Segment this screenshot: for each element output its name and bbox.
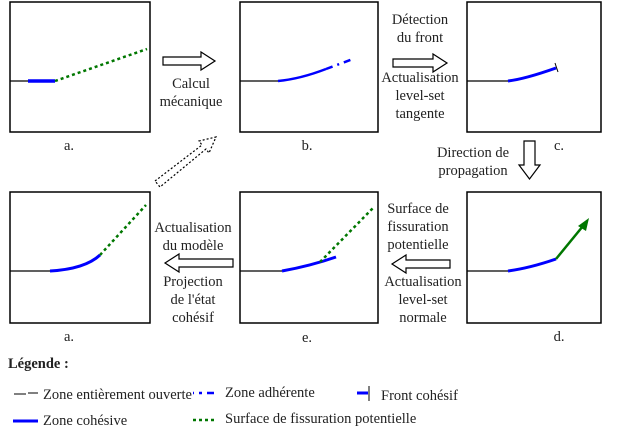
cohesive-front xyxy=(554,62,559,73)
panel-top-a xyxy=(9,1,151,133)
panel-top-c xyxy=(466,1,602,133)
panel-bottom-e xyxy=(239,191,379,324)
cohesive-zone xyxy=(277,67,327,83)
step-modele: Actualisation du modèle xyxy=(154,220,232,254)
label-bottom-d: d. xyxy=(554,329,565,345)
adherent-zone xyxy=(325,57,354,71)
step-normale: Actualisation level-set normale xyxy=(384,274,462,326)
label-bottom-a: a. xyxy=(64,329,74,345)
step-direction: Direction de propagation xyxy=(437,145,509,179)
arrow-left-icon xyxy=(390,253,451,275)
panel-top-b xyxy=(239,1,379,133)
label-top-c: c. xyxy=(554,138,564,154)
arrow-down-icon xyxy=(517,140,542,180)
label-top-a: a. xyxy=(64,138,74,154)
arrow-diagonal-dotted-icon xyxy=(154,136,218,188)
step-detection: Détection du front xyxy=(392,12,449,46)
step-tangente: Actualisation level-set tangente xyxy=(381,70,459,122)
step-calcul: Calcul mécanique xyxy=(160,76,223,110)
panel-bottom-a xyxy=(9,191,151,324)
legend-cohesive-zone: Zone cohésive xyxy=(43,413,127,429)
label-top-b: b. xyxy=(302,138,313,154)
legend-potential-surface: Surface de fissuration potentielle xyxy=(225,411,416,427)
panel-bottom-d xyxy=(466,191,602,324)
label-bottom-e: e. xyxy=(302,330,312,346)
step-surface: Surface de fissuration potentielle xyxy=(387,201,449,253)
legend-open-zone: Zone entièrement ouverte xyxy=(43,387,192,403)
arrow-right-icon xyxy=(162,50,217,72)
potential-surface xyxy=(54,47,148,83)
legend: Légende : Zone entièrement ouverte Zone … xyxy=(8,356,458,429)
legend-title: Légende : xyxy=(8,356,69,372)
arrow-right-icon xyxy=(392,52,449,74)
legend-cohesive-front: Front cohésif xyxy=(381,388,458,404)
propagation-arrow xyxy=(555,225,584,260)
arrow-left-icon xyxy=(163,252,234,274)
legend-adherent-zone: Zone adhérente xyxy=(225,385,315,401)
step-projection: Projection de l'état cohésif xyxy=(163,274,223,326)
